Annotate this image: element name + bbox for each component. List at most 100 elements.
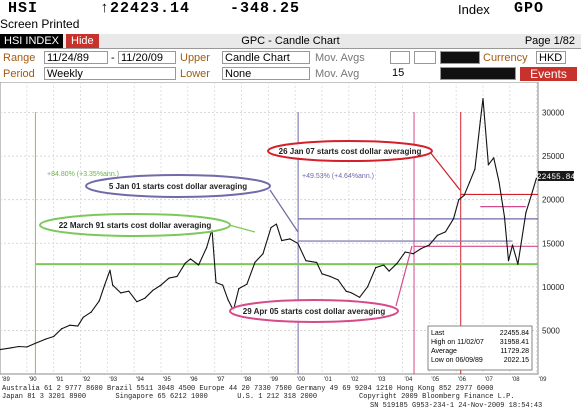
price-point [458, 199, 460, 201]
footer-line-1: Australia 61 2 9777 8600 Brazil 5511 304… [2, 385, 494, 393]
stat-low-value: 2022.15 [504, 357, 529, 364]
price-point [136, 301, 138, 303]
price-point [246, 283, 248, 285]
mov-avgs-field-3[interactable] [440, 51, 480, 64]
price-point [281, 240, 283, 242]
price-point [120, 292, 122, 294]
price-point [61, 328, 63, 330]
price-point [109, 269, 111, 271]
price-point [176, 275, 178, 277]
x-tick-label: '01 [324, 377, 332, 382]
x-tick-label: '07 [485, 377, 493, 382]
annotation-2007: 26 Jan 07 starts cost dollar averaging [279, 147, 422, 156]
upper-label: Upper [180, 52, 210, 64]
price-point [396, 262, 398, 264]
x-tick-label: '02 [351, 377, 359, 382]
price-point [238, 287, 240, 290]
start-date-input[interactable]: 11/24/89 [44, 51, 108, 64]
price-point [18, 345, 20, 348]
price-point [493, 157, 495, 159]
function-code: GPO [514, 0, 545, 17]
x-tick-label: '05 [431, 377, 439, 382]
price-point [112, 284, 114, 286]
price-point [254, 261, 256, 264]
x-tick-label: '99 [270, 377, 278, 382]
price-point [444, 231, 447, 233]
price-point [498, 181, 500, 183]
mov-avgs-field-2[interactable] [414, 51, 436, 64]
x-axis: '89 '90 '91 '92 '93 '94 '95 '96 '97 '98 '99 '00 '01 '… [2, 377, 547, 383]
price-point [452, 218, 455, 220]
price-point [345, 290, 347, 292]
mov-avgs-label: Mov. Avgs [315, 52, 365, 64]
currency-label: Currency [483, 52, 528, 64]
stat-last-value: 22455.84 [500, 330, 529, 337]
price-point [530, 194, 532, 196]
annotation-2001: 5 Jan 01 starts cost dollar averaging [109, 182, 247, 191]
price-point [82, 316, 84, 318]
events-button[interactable]: Events [520, 67, 577, 81]
upper-chart-select[interactable]: Candle Chart [222, 51, 310, 64]
currency-select[interactable]: HKD [536, 51, 566, 64]
price-point [358, 296, 361, 298]
index-label: Index [458, 2, 490, 17]
annotation-ellipse-2005 [229, 299, 399, 323]
price-point [479, 120, 481, 122]
hide-button[interactable]: Hide [66, 34, 99, 48]
price-point [525, 212, 527, 214]
x-tick-label: '97 [217, 377, 225, 382]
y-tick-label: 5000 [542, 326, 560, 335]
y-tick-label: 10000 [542, 283, 565, 292]
price-point [350, 292, 353, 294]
price-point [297, 242, 299, 244]
price-point [511, 244, 514, 246]
connector-2005 [395, 245, 413, 307]
price-point [69, 324, 71, 326]
end-date-input[interactable]: 11/20/09 [118, 51, 176, 64]
mov-avg-input[interactable]: 15 [390, 67, 414, 80]
period-select[interactable]: Weekly [44, 67, 176, 80]
price-point [468, 181, 471, 183]
return-label-1991: +84.80% (+3.35%ann.) [47, 171, 119, 178]
price-point [197, 264, 200, 266]
x-tick-label: '89 [2, 377, 10, 382]
price-point [321, 273, 323, 275]
chart-title: GPC - Candle Chart [241, 35, 340, 47]
price-point [262, 253, 264, 255]
connector-1991 [228, 224, 256, 233]
footer-line-3: SN 519185 G953-234-1 24-Nov-2009 18:54:4… [370, 402, 543, 410]
mov-avgs-field-1[interactable] [390, 51, 410, 64]
controls-row-period: Period Weekly Lower None Mov. Avg 15 Eve… [0, 66, 581, 82]
price-change: -348.25 [230, 0, 301, 17]
price-point [144, 297, 146, 299]
mov-avg-extra-field[interactable] [440, 67, 516, 80]
lower-chart-select[interactable]: None [222, 67, 310, 80]
price-point [517, 263, 519, 265]
y-axis: 5000 10000 15000 20000 25000 30000 [542, 109, 565, 336]
price-point [206, 247, 208, 249]
price-point [160, 284, 162, 286]
connector-2007 [429, 151, 461, 191]
price-point [305, 260, 307, 262]
price-point [487, 164, 489, 166]
screen-printed-label: Screen Printed [0, 17, 80, 31]
controls-row-range: Range 11/24/89 - 11/20/09 Upper Candle C… [0, 50, 581, 66]
y-tick-label: 25000 [542, 152, 565, 161]
stat-average-value: 11729.28 [500, 348, 529, 355]
price-point [53, 335, 55, 338]
mov-avg-label: Mov. Avg [315, 68, 360, 80]
x-tick-label: '92 [82, 377, 90, 382]
price-point [34, 342, 36, 345]
price-point [503, 216, 506, 218]
price-point [388, 270, 390, 272]
price-point [98, 300, 100, 302]
price-point [404, 251, 406, 253]
footer-line-2: Japan 81 3 3201 8900 Singapore 65 6212 1… [2, 393, 515, 401]
price-point [507, 260, 510, 262]
x-tick-label: '08 [512, 377, 520, 382]
price-point [289, 238, 291, 240]
price-point [77, 325, 79, 327]
x-tick-label: '04 [404, 377, 412, 382]
title-bar: GPC - Candle Chart HSI INDEX Hide Page 1… [0, 34, 581, 49]
x-tick-label: '00 [297, 377, 305, 382]
